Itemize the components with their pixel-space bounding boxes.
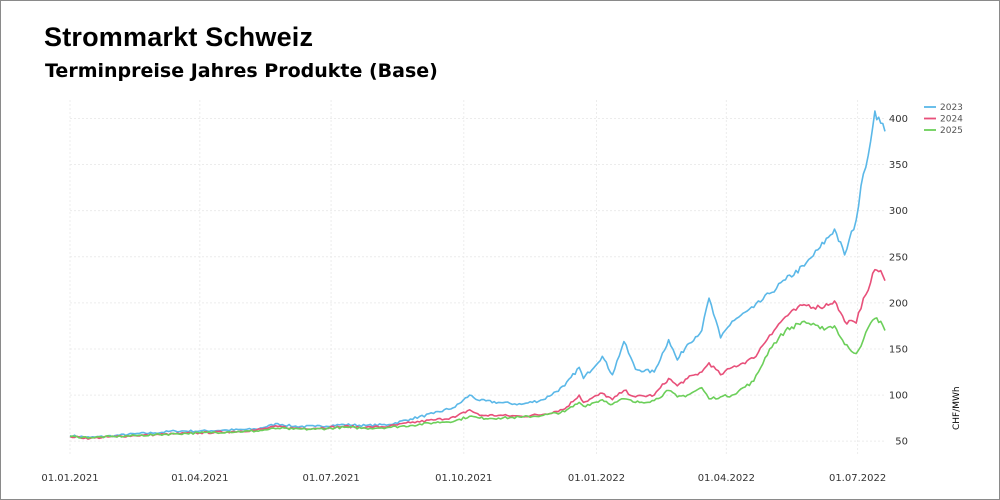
x-tick-label: 01.07.2022 — [829, 473, 886, 484]
x-tick-label: 01.07.2021 — [302, 473, 359, 484]
x-tick-label: 01.01.2022 — [568, 473, 625, 484]
chart-subtitle: Terminpreise Jahres Produkte (Base) — [45, 60, 438, 82]
legend-label-2025: 2025 — [940, 126, 963, 136]
y-axis: 50 100 150 200 250 300 350 400 — [889, 114, 908, 448]
x-axis: 01.01.2021 01.04.2021 01.07.2021 01.10.2021… — [41, 473, 886, 484]
x-tick-label: 01.01.2021 — [41, 473, 98, 484]
grid-layer — [69, 100, 885, 455]
series-layer — [69, 110, 886, 440]
chart-title: Strommarkt Schweiz — [44, 22, 314, 52]
series-line-2024 — [69, 268, 886, 440]
y-tick-label: 100 — [889, 391, 908, 402]
legend-label-2023: 2023 — [940, 103, 963, 113]
x-tick-label: 01.04.2022 — [698, 473, 755, 484]
y-tick-label: 150 — [889, 344, 908, 355]
y-tick-label: 50 — [895, 437, 908, 448]
y-axis-label: CHF/MWh — [952, 386, 962, 430]
y-tick-label: 350 — [889, 160, 908, 171]
series-line-2025 — [69, 317, 886, 439]
series-line-2023 — [69, 110, 886, 439]
x-tick-label: 01.04.2021 — [171, 473, 228, 484]
y-tick-label: 400 — [889, 114, 908, 125]
x-tick-label: 01.10.2021 — [435, 473, 492, 484]
y-tick-label: 200 — [889, 298, 908, 309]
y-tick-label: 300 — [889, 206, 908, 217]
legend-label-2024: 2024 — [940, 115, 963, 125]
y-tick-label: 250 — [889, 252, 908, 263]
